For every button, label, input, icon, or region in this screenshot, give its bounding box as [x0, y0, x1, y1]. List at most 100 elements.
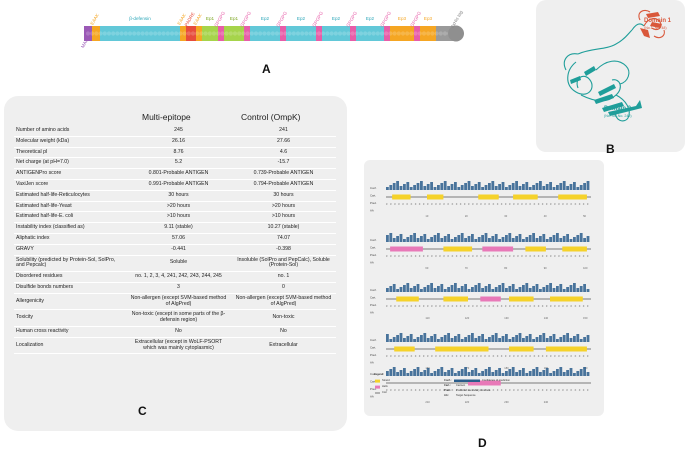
confidence-bar [573, 182, 576, 190]
confidence-bar [556, 369, 559, 376]
confidence-bar [471, 186, 474, 190]
multi-epitope-cell: >10 hours [126, 211, 231, 224]
confidence-bar [488, 337, 491, 342]
panel-c-label: C [138, 404, 147, 418]
confidence-bar [423, 333, 427, 342]
property-cell: Aliphatic index [14, 233, 126, 245]
chain-bead [367, 31, 372, 36]
pred-glyph: C [509, 305, 511, 308]
row-label: Conf. [370, 288, 377, 292]
domain1-range: (No.1–No. 48) [644, 26, 667, 30]
confidence-bar [491, 372, 495, 376]
strand-element [558, 194, 587, 200]
chain-bead [161, 31, 166, 36]
confidence-bar [539, 289, 542, 292]
pred-glyph: C [505, 355, 507, 358]
pred-glyph: C [509, 355, 511, 358]
pred-glyph: C [530, 305, 532, 308]
confidence-bar [392, 367, 396, 376]
pred-glyph: C [517, 389, 519, 392]
axis-number: 240 [544, 400, 549, 404]
chain-bead [195, 31, 200, 36]
axis-number: 20 [465, 214, 468, 218]
pred-glyph: C [550, 305, 552, 308]
confidence-bar [440, 337, 444, 342]
pred-glyph: C [521, 203, 523, 206]
pred-glyph: C [472, 305, 474, 308]
panel-b: Domain 1 (No.1–No. 48) Domain 2 (No. 49–… [536, 0, 685, 152]
pred-glyph: C [546, 389, 548, 392]
confidence-bar [426, 338, 430, 342]
confidence-bar [556, 339, 559, 342]
confidence-bar [525, 336, 529, 342]
pred-glyph: C [456, 355, 458, 358]
confidence-bar [508, 369, 512, 376]
pred-glyph: C [456, 305, 458, 308]
property-cell: Molecular weight (kDa) [14, 136, 126, 148]
pred-glyph: C [517, 305, 519, 308]
pred-glyph: C [534, 203, 536, 206]
pred-glyph: C [484, 255, 486, 258]
pred-glyph: C [435, 355, 437, 358]
confidence-bar [491, 335, 495, 342]
confidence-bar [508, 339, 512, 342]
domain1-title: Domain 1 [644, 18, 672, 24]
strand-element [513, 194, 538, 200]
panel-a-label: A [262, 62, 271, 76]
row-label: Conf. [370, 338, 377, 342]
confidence-bar [562, 236, 566, 242]
confidence-bar [525, 283, 529, 292]
confidence-bar [501, 283, 505, 292]
chain-label-19: GPGPG [409, 10, 422, 27]
property-cell: Estimated half-life-E. coli [14, 211, 126, 224]
pred-glyph: C [402, 389, 404, 392]
pred-glyph: C [472, 355, 474, 358]
pred-glyph: C [583, 203, 585, 206]
legend-conf-key: Conf.: [444, 379, 452, 382]
confidence-bar [494, 186, 498, 190]
confidence-bar [586, 181, 590, 190]
pred-glyph: C [513, 355, 515, 358]
confidence-bar [450, 368, 454, 376]
confidence-bar [528, 187, 532, 190]
pred-glyph: C [571, 255, 573, 258]
pred-glyph: C [497, 355, 499, 358]
confidence-bar [556, 233, 559, 242]
confidence-bar [464, 367, 467, 376]
multi-epitope-cell: 26.16 [126, 136, 231, 148]
helix-element [390, 246, 423, 252]
pred-glyph: C [468, 355, 470, 358]
pred-glyph: C [489, 389, 491, 392]
confidence-bar [552, 371, 556, 376]
chain-bead [245, 31, 250, 36]
axis-number: 10 [425, 214, 428, 218]
pred-glyph: C [501, 389, 503, 392]
strand-element [509, 346, 534, 352]
control-cell: >10 hours [231, 211, 336, 224]
pred-glyph: C [464, 389, 466, 392]
chain-segment-13 [316, 26, 322, 41]
confidence-bar [474, 239, 478, 242]
chain-bead [430, 31, 435, 36]
row-label: AA [370, 311, 374, 315]
helix-element [480, 296, 501, 302]
confidence-bar [389, 369, 393, 376]
row-label: Cart. [370, 194, 376, 198]
multi-epitope-cell: Non-toxic (except in some parts of the β… [126, 309, 231, 327]
confidence-bar [454, 336, 457, 342]
confidence-bar [450, 184, 454, 190]
confidence-bar [423, 287, 427, 292]
confidence-bar [433, 371, 437, 376]
pred-glyph: C [558, 255, 560, 258]
pred-glyph: C [493, 305, 495, 308]
row-label: Pred. [370, 387, 377, 391]
confidence-bar [437, 369, 440, 376]
axis-number: 50 [583, 214, 586, 218]
pred-glyph: C [472, 255, 474, 258]
confidence-bar [413, 339, 416, 342]
pred-glyph: C [476, 389, 478, 392]
confidence-bar [488, 183, 491, 190]
confidence-bar [409, 187, 413, 190]
legend-aa-text: Target Sequence [456, 394, 476, 397]
chain-segment-19 [414, 26, 420, 41]
